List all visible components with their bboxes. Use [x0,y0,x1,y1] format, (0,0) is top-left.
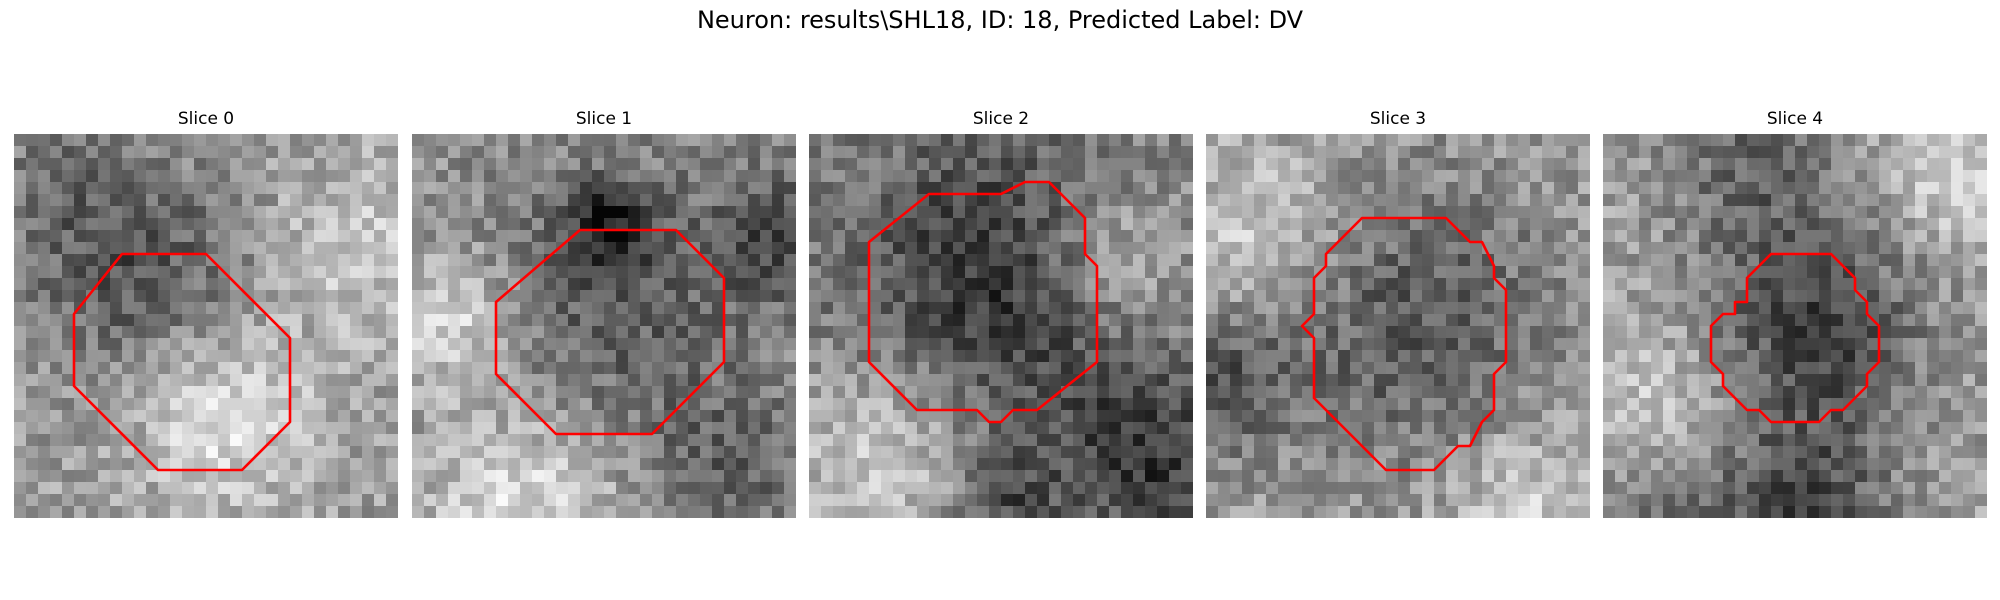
slice-image-1 [412,134,796,518]
slice-grayscale-image [809,134,1193,518]
slice-title-2: Slice 2 [972,109,1030,129]
slice-grayscale-image [1603,134,1987,518]
slice-panel-0: Slice 0 [14,108,398,518]
neuron-contour [72,252,292,472]
figure-title: Neuron: results\SHL18, ID: 18, Predicted… [696,6,1304,34]
slice-image-4 [1603,134,1987,518]
neuron-contour [867,180,1099,424]
slice-image-0 [14,134,398,518]
slice-title-4: Slice 4 [1766,109,1824,129]
slice-image-3 [1206,134,1590,518]
slice-panel-2: Slice 2 [809,108,1193,518]
neuron-contour [1709,252,1881,424]
slice-grayscale-image [1206,134,1590,518]
slice-grayscale-image [14,134,398,518]
neuron-contour [494,228,726,436]
neuron-contour [1300,216,1508,472]
pixel-grid [1603,134,1987,518]
slice-title-1: Slice 1 [575,109,633,129]
slice-grayscale-image [412,134,796,518]
slice-panel-4: Slice 4 [1603,108,1987,518]
slice-title-0: Slice 0 [177,109,235,129]
slice-panel-3: Slice 3 [1206,108,1590,518]
pixel-grid [809,134,1193,518]
pixel-grid [412,134,796,518]
slice-panel-1: Slice 1 [412,108,796,518]
pixel-grid [1206,134,1590,518]
slice-title-3: Slice 3 [1369,109,1427,129]
pixel-grid [14,134,398,518]
slice-image-2 [809,134,1193,518]
